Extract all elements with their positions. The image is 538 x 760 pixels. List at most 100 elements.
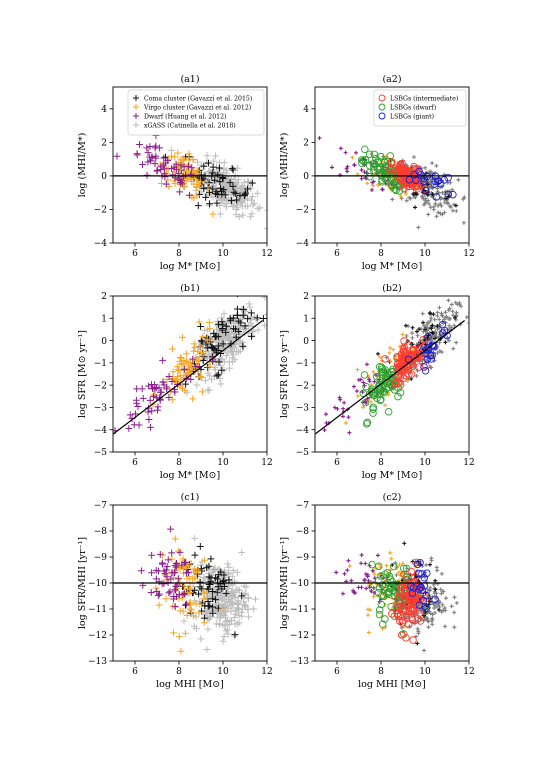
data-point (201, 575, 209, 583)
data-point (363, 399, 368, 404)
y-tick-label: −10 (290, 579, 309, 589)
panel-title: (a1) (180, 74, 199, 85)
data-point (398, 194, 403, 199)
data-point (209, 210, 217, 218)
data-point (432, 324, 437, 329)
data-point (425, 616, 430, 621)
data-point (428, 310, 433, 315)
data-point (365, 150, 374, 158)
data-point (163, 563, 171, 570)
data-point (359, 553, 364, 558)
data-point (380, 187, 385, 192)
data-point (416, 631, 421, 636)
data-point (186, 585, 194, 593)
data-point (440, 313, 445, 318)
data-point (233, 601, 241, 608)
data-point (232, 325, 239, 333)
data-point (170, 629, 177, 637)
data-point (387, 350, 392, 355)
data-point (239, 311, 247, 319)
data-point (202, 340, 210, 348)
data-point (171, 602, 179, 610)
data-point (195, 183, 203, 191)
data-point (411, 155, 416, 160)
data-point (205, 319, 213, 326)
data-point (220, 165, 228, 173)
data-point (437, 340, 442, 345)
data-point (222, 618, 230, 626)
data-point (416, 558, 424, 567)
y-tick-label: −4 (94, 426, 108, 436)
data-point (421, 320, 426, 325)
data-point (198, 374, 205, 381)
data-point (185, 162, 192, 170)
plot-frame (314, 86, 470, 244)
data-point (198, 338, 206, 346)
data-point (452, 323, 457, 328)
data-point (457, 296, 459, 297)
data-point (372, 572, 377, 577)
data-point (374, 158, 382, 167)
y-tick-label: −7 (94, 501, 108, 511)
data-point (441, 589, 446, 594)
data-point (378, 178, 386, 186)
x-tick-label: 10 (419, 667, 431, 677)
data-point (222, 589, 230, 597)
data-point (391, 380, 399, 388)
data-point (215, 371, 222, 379)
data-point (397, 603, 405, 612)
data-point (241, 190, 249, 198)
data-point (219, 578, 227, 585)
y-tick-label: 2 (303, 139, 309, 149)
panel-title: (a2) (382, 74, 401, 85)
data-point (361, 398, 370, 407)
data-point (447, 323, 452, 328)
data-point (413, 560, 422, 569)
data-point (248, 332, 255, 340)
data-point (178, 561, 186, 569)
data-point (209, 595, 216, 603)
data-point (165, 394, 173, 401)
data-point (437, 305, 442, 310)
data-point (400, 561, 405, 566)
data-point (182, 171, 189, 179)
data-point (377, 152, 385, 161)
data-point (214, 583, 222, 591)
data-point (241, 590, 249, 598)
data-point (444, 173, 452, 182)
data-point (189, 156, 197, 164)
data-point (423, 327, 428, 332)
data-point (354, 389, 359, 394)
y-tick-label: 0 (303, 337, 309, 347)
data-point (235, 619, 243, 627)
data-point (212, 366, 219, 374)
x-tick-label: 10 (217, 249, 229, 259)
data-point (160, 164, 168, 172)
data-point (247, 309, 255, 317)
data-point (429, 365, 434, 370)
data-point (429, 326, 434, 331)
data-point (144, 408, 152, 416)
data-point (220, 159, 228, 166)
data-point (191, 534, 199, 542)
data-point (223, 352, 230, 359)
data-point (206, 189, 213, 196)
data-point (223, 169, 230, 177)
data-point (190, 612, 197, 620)
series-dwarf (113, 132, 196, 199)
data-point (407, 195, 412, 200)
data-point (446, 298, 451, 303)
data-point (366, 578, 371, 583)
data-point (413, 184, 422, 193)
x-tick-label: 10 (419, 458, 431, 468)
x-tick-label: 8 (176, 458, 182, 468)
data-point (232, 341, 240, 349)
data-point (177, 375, 185, 383)
data-point (455, 302, 460, 307)
data-point (171, 535, 179, 543)
data-point (233, 569, 241, 576)
data-point (206, 168, 214, 176)
data-point (356, 585, 361, 590)
data-point (434, 163, 439, 168)
